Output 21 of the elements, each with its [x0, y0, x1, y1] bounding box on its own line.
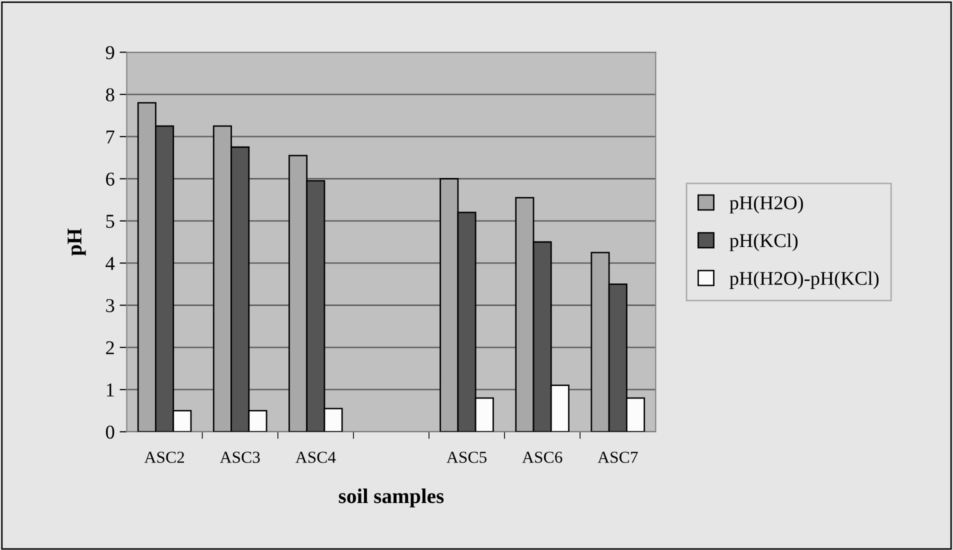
legend-label: pH(H2O) — [730, 196, 803, 214]
y-tick-label: 2 — [106, 341, 114, 354]
legend-label: pH(KCl) — [730, 234, 798, 252]
y-tick-label: 7 — [106, 130, 114, 144]
y-tick-label: 0 — [106, 426, 114, 439]
x-axis-title: soil samples — [338, 488, 444, 508]
y-tick-label: 9 — [106, 46, 114, 60]
x-tick-label: ASC5 — [446, 452, 486, 463]
y-tick-label: 3 — [106, 299, 114, 312]
y-axis-title: pH — [68, 228, 86, 256]
x-tick-label: ASC3 — [220, 452, 260, 463]
y-tick-label: 5 — [106, 214, 114, 228]
x-tick-label: ASC6 — [522, 452, 562, 463]
y-tick-label: 6 — [106, 172, 114, 186]
y-tick-label: 8 — [106, 88, 114, 102]
y-tick-label: 4 — [106, 257, 115, 270]
x-tick-label: ASC2 — [144, 452, 184, 463]
legend-label: pH(H2O)-pH(KCl) — [730, 271, 879, 289]
x-tick-label: ASC7 — [598, 452, 638, 463]
y-tick-label: 1 — [106, 383, 114, 396]
x-tick-label: ASC4 — [295, 452, 336, 463]
